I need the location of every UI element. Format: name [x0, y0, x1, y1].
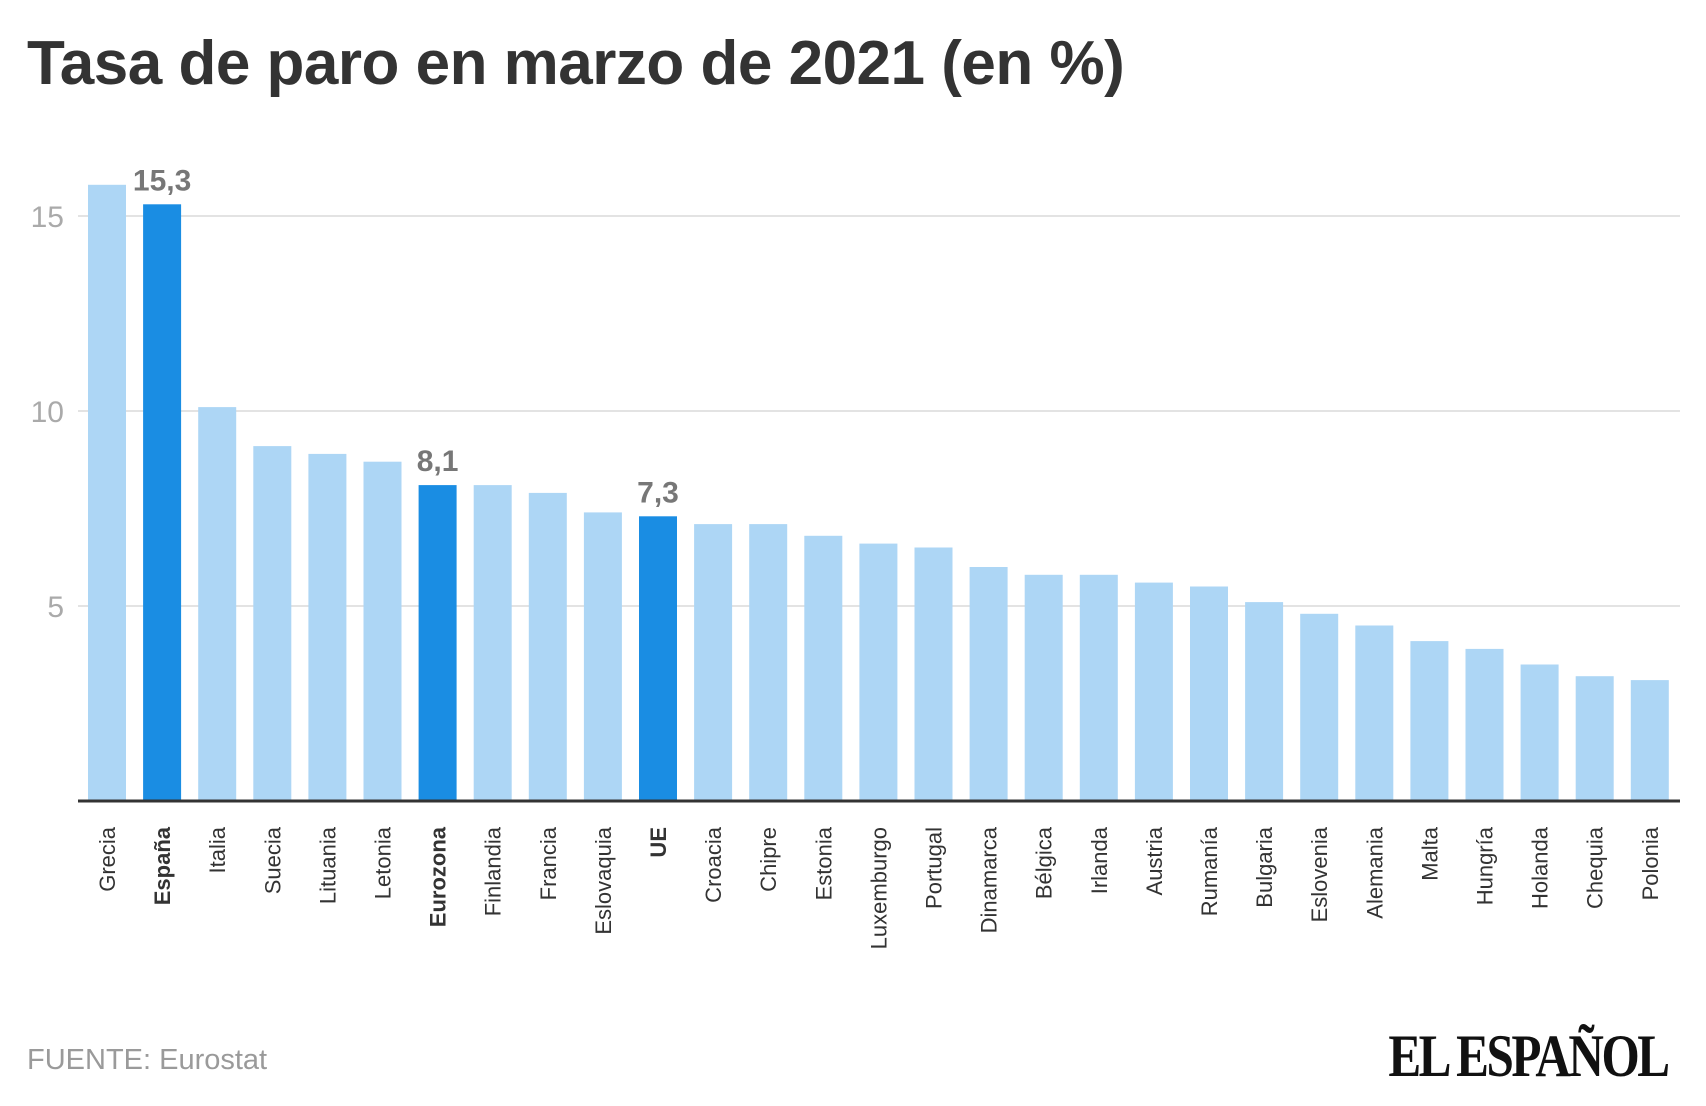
data-label: 7,3 — [637, 476, 679, 509]
x-tick-label: España — [150, 826, 175, 905]
bar-croacia — [694, 524, 733, 801]
bar-malta — [1410, 641, 1449, 801]
x-tick-label: Hungría — [1473, 826, 1498, 905]
bar-dinamarca — [969, 567, 1008, 801]
bar-grecia — [88, 184, 126, 802]
bar-portugal — [914, 547, 953, 801]
x-tick-label: Estonia — [811, 826, 836, 900]
bar-ue — [639, 516, 677, 801]
bar-francia — [528, 492, 567, 801]
el-espanol-logo: EL ESPAÑOL — [1388, 1023, 1671, 1089]
x-tick-label: Bulgaria — [1252, 826, 1277, 907]
x-tick-label: Eurozona — [426, 826, 451, 927]
x-tick-label: Croacia — [701, 826, 726, 903]
bar-eslovaquia — [583, 512, 622, 801]
bar-chart: 5 10 15 Grecia España 15,3 Italia Suecia Lituani… — [31, 164, 1680, 949]
y-tick-label: 15 — [31, 201, 64, 234]
data-label: 15,3 — [133, 164, 191, 197]
bar-austria — [1134, 582, 1173, 801]
x-tick-label: Malta — [1417, 826, 1442, 881]
x-tick-label: Italia — [205, 826, 230, 873]
x-tick-label: Chipre — [756, 827, 781, 892]
x-tick-label: Suecia — [260, 826, 285, 894]
chart-title: Tasa de paro en marzo de 2021 (en %) — [27, 29, 1125, 98]
bar-rumanía — [1190, 586, 1228, 801]
bar-alemania — [1355, 625, 1394, 801]
x-tick-label: Francia — [536, 826, 561, 900]
x-tick-label: Chequia — [1583, 826, 1608, 909]
x-tick-label: Dinamarca — [977, 826, 1002, 933]
x-tick-label: Rumanía — [1197, 826, 1222, 916]
x-tick-label: Irlanda — [1087, 826, 1112, 894]
bar-hungría — [1465, 648, 1504, 801]
bar-holanda — [1520, 664, 1559, 801]
x-tick-label: UE — [646, 827, 671, 858]
bar-suecia — [253, 446, 292, 801]
source-note: FUENTE: Eurostat — [27, 1044, 268, 1076]
x-tick-label: Portugal — [922, 827, 947, 909]
bar-polonia — [1630, 680, 1669, 801]
x-tick-label: Eslovaquia — [591, 826, 616, 934]
x-tick-label: Alemania — [1362, 826, 1387, 918]
y-tick-label: 10 — [31, 396, 64, 429]
bar-italia — [198, 407, 237, 801]
bar-eurozona — [418, 485, 457, 801]
bar-eslovenia — [1300, 613, 1339, 801]
x-tick-label: Polonia — [1638, 826, 1663, 900]
bar-letonia — [363, 461, 402, 801]
data-label: 8,1 — [417, 445, 459, 478]
bar-españa — [143, 204, 182, 802]
x-tick-label: Eslovenia — [1307, 826, 1332, 922]
x-tick-label: Grecia — [95, 826, 120, 892]
y-tick-label: 5 — [47, 591, 64, 624]
x-tick-label: Austria — [1142, 826, 1167, 895]
x-tick-label: Bélgica — [1032, 826, 1057, 899]
bar-chipre — [749, 524, 788, 801]
bar-irlanda — [1079, 574, 1118, 801]
bar-chequia — [1575, 676, 1614, 801]
bar-lituania — [308, 453, 347, 801]
x-tick-label: Luxemburgo — [866, 827, 891, 949]
bar-finlandia — [473, 485, 512, 801]
bar-luxemburgo — [859, 543, 898, 801]
bar-bélgica — [1024, 574, 1063, 801]
x-tick-label: Finlandia — [481, 826, 506, 916]
x-tick-label: Letonia — [371, 826, 396, 899]
bar-estonia — [804, 535, 843, 801]
bar-bulgaria — [1245, 602, 1284, 801]
x-tick-label: Holanda — [1528, 826, 1553, 909]
x-tick-label: Lituania — [315, 826, 340, 904]
